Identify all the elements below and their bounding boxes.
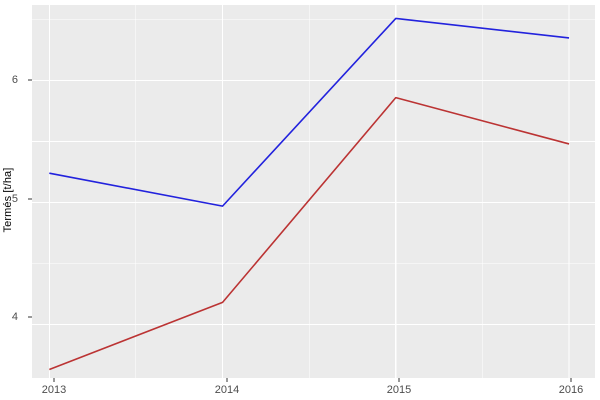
- x-tick-label-2014: 2014: [214, 384, 240, 396]
- y-axis-tick-labels: 6 5 4: [0, 0, 26, 400]
- minor-gridlines: [32, 5, 595, 378]
- x-tick-label-2013: 2013: [41, 384, 67, 396]
- series-line-red-series: [49, 96, 570, 371]
- x-tick-mark-2015: [398, 378, 400, 382]
- x-tick-mark-2014: [226, 378, 228, 382]
- y-tick-label-4: 4: [11, 311, 18, 323]
- x-tick-mark-2016: [570, 378, 572, 382]
- x-tick-label-2015: 2015: [386, 384, 412, 396]
- major-gridlines: [32, 5, 595, 378]
- series-line-blue-series: [49, 17, 570, 207]
- y-tick-label-5: 5: [11, 193, 18, 205]
- y-axis-tick-marks: [0, 0, 32, 400]
- x-tick-mark-2013: [53, 378, 55, 382]
- y-tick-mark-4: [28, 316, 32, 318]
- y-tick-mark-5: [28, 198, 32, 200]
- y-tick-mark-6: [28, 79, 32, 81]
- data-series-group: [49, 17, 570, 371]
- plot-panel: [32, 5, 595, 378]
- x-tick-label-2016: 2016: [558, 384, 584, 396]
- y-tick-label-6: 6: [11, 74, 18, 86]
- plot-area: [32, 5, 595, 378]
